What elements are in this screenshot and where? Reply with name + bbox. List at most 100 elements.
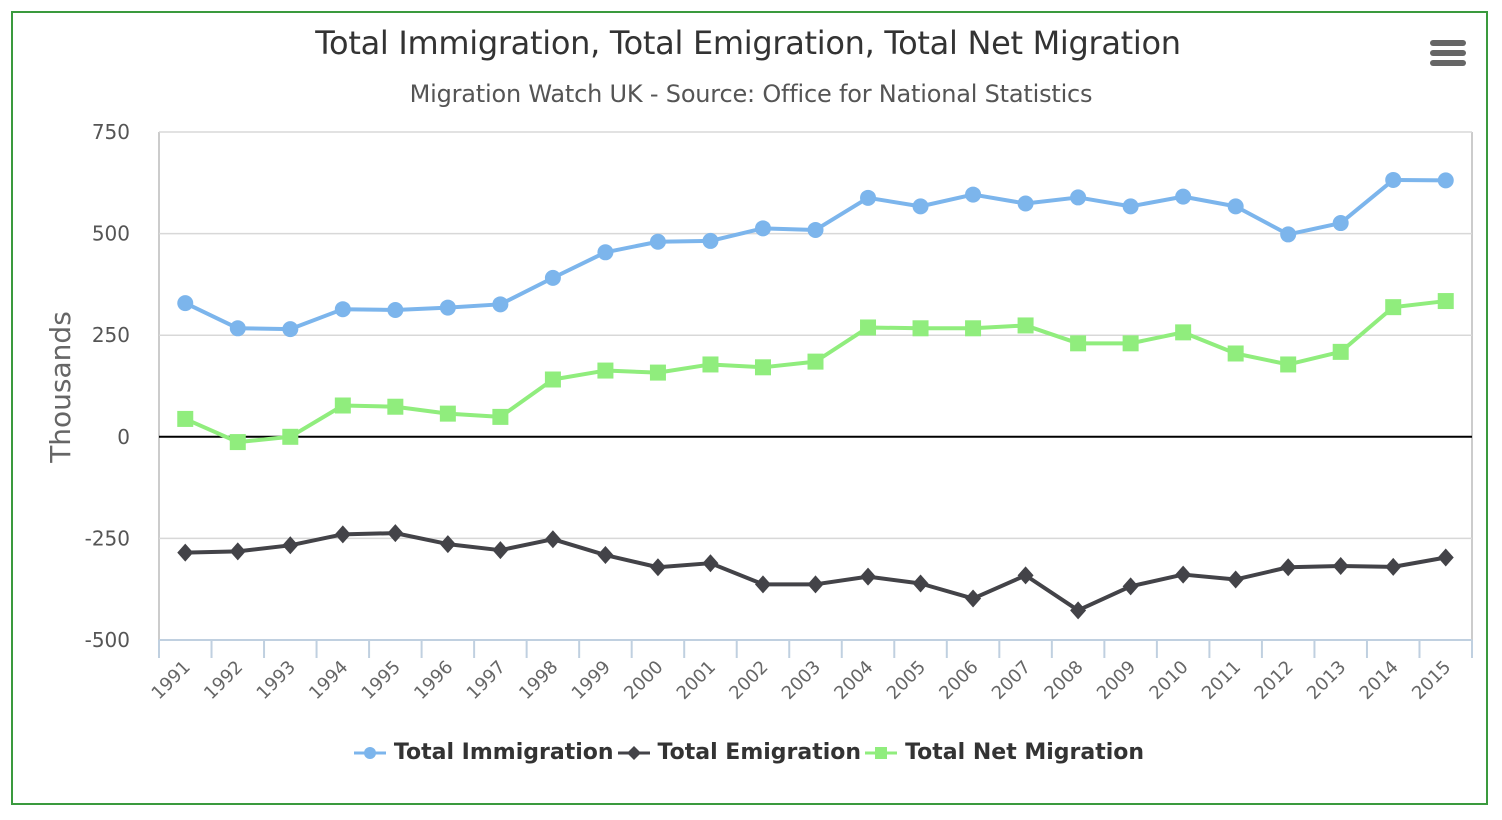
data-point [1017,195,1034,212]
y-axis-label: Thousands [44,311,77,464]
x-tick-label: 1991 [148,657,195,704]
data-point [860,189,877,206]
x-tick-label: 2000 [620,657,667,704]
hamburger-menu-icon[interactable] [1430,40,1466,70]
data-point [807,221,824,238]
diamond-marker-icon [617,745,650,760]
data-point [860,567,877,586]
data-point [439,535,456,554]
y-axis-ticks: 750 500 250 0 -250 -500 [85,120,130,652]
x-tick-label: 1992 [200,657,247,704]
data-point [1227,345,1244,362]
data-point [1175,565,1192,584]
chart-subtitle: Migration Watch UK - Source: Office for … [409,80,1093,108]
data-point [807,353,824,370]
data-point [597,362,614,379]
x-tick-label: 1998 [515,657,562,704]
data-point [1385,557,1402,576]
x-tick-label: 2009 [1093,657,1140,704]
legend-item-immigration[interactable]: Total Immigration [353,740,614,765]
data-point [334,397,351,414]
data-point [439,299,456,316]
data-point [177,295,194,312]
data-point [807,575,824,594]
data-point [1070,601,1087,620]
data-point [1017,566,1034,585]
data-point [702,356,719,373]
data-point [439,405,456,422]
x-tick-label: 1996 [410,657,457,704]
data-point [649,364,666,381]
x-tick-label: 2007 [988,657,1035,704]
x-tick-label: 2008 [1040,657,1087,704]
x-tick-label: 2003 [778,657,825,704]
data-point [387,302,404,319]
data-point [1227,570,1244,589]
data-point [860,319,877,336]
series-group [177,171,1454,620]
data-point [1385,171,1402,188]
data-point [965,320,982,337]
x-tick-label: 2002 [725,657,772,704]
data-point [649,558,666,577]
data-point [282,428,299,445]
data-point [754,359,771,376]
grid-lines [158,131,1473,641]
series-line-net-migration [184,299,1446,445]
data-point [492,408,509,425]
data-point [282,536,299,555]
data-point [912,320,929,337]
data-point [544,530,561,549]
data-point [1122,335,1139,352]
data-point [387,524,404,543]
data-point [229,542,246,561]
y-tick-label: -500 [85,628,130,652]
data-point [1385,299,1402,316]
data-point [229,434,246,451]
x-tick-label: 2015 [1408,657,1455,704]
data-point [229,320,246,337]
x-axis: 1991 1992 1993 1994 1995 1996 1997 1998 1999 2000… [148,639,1473,704]
x-tick-label: 2013 [1303,657,1350,704]
x-tick-label: 1999 [568,657,615,704]
x-tick-label: 1995 [358,657,405,704]
x-tick-label: 2011 [1198,657,1245,704]
data-point [965,186,982,203]
data-point [1175,324,1192,341]
data-point [1227,198,1244,215]
legend-item-net-migration[interactable]: Total Net Migration [865,740,1144,765]
data-point [1122,577,1139,596]
data-point [1017,317,1034,334]
data-point [1332,557,1349,576]
x-tick-label: 2012 [1250,657,1297,704]
x-tick-label: 2010 [1145,657,1192,704]
x-tick-label: 2014 [1356,657,1403,704]
data-point [282,321,299,338]
x-tick-label: 1994 [305,657,352,704]
data-point [912,198,929,215]
data-point [754,220,771,237]
legend-label: Total Emigration [657,740,862,765]
data-point [1437,548,1454,567]
y-tick-label: 500 [92,222,130,246]
chart-frame [11,11,1488,805]
series-immigration [177,171,1454,338]
x-tick-label: 1993 [253,657,300,704]
data-point [544,269,561,286]
data-point [492,296,509,313]
data-point [177,410,194,427]
legend-item-emigration[interactable]: Total Emigration [617,740,862,765]
data-point [965,589,982,608]
x-tick-label: 2001 [673,657,720,704]
data-point [754,575,771,594]
y-tick-label: 250 [92,323,130,347]
menu-bar [1430,60,1466,66]
x-tick-label: 2005 [883,657,930,704]
menu-bar [1430,40,1466,46]
square-marker-icon [865,746,898,759]
data-point [177,543,194,562]
y-tick-label: 0 [117,425,130,449]
data-point [334,525,351,544]
data-point [649,233,666,250]
